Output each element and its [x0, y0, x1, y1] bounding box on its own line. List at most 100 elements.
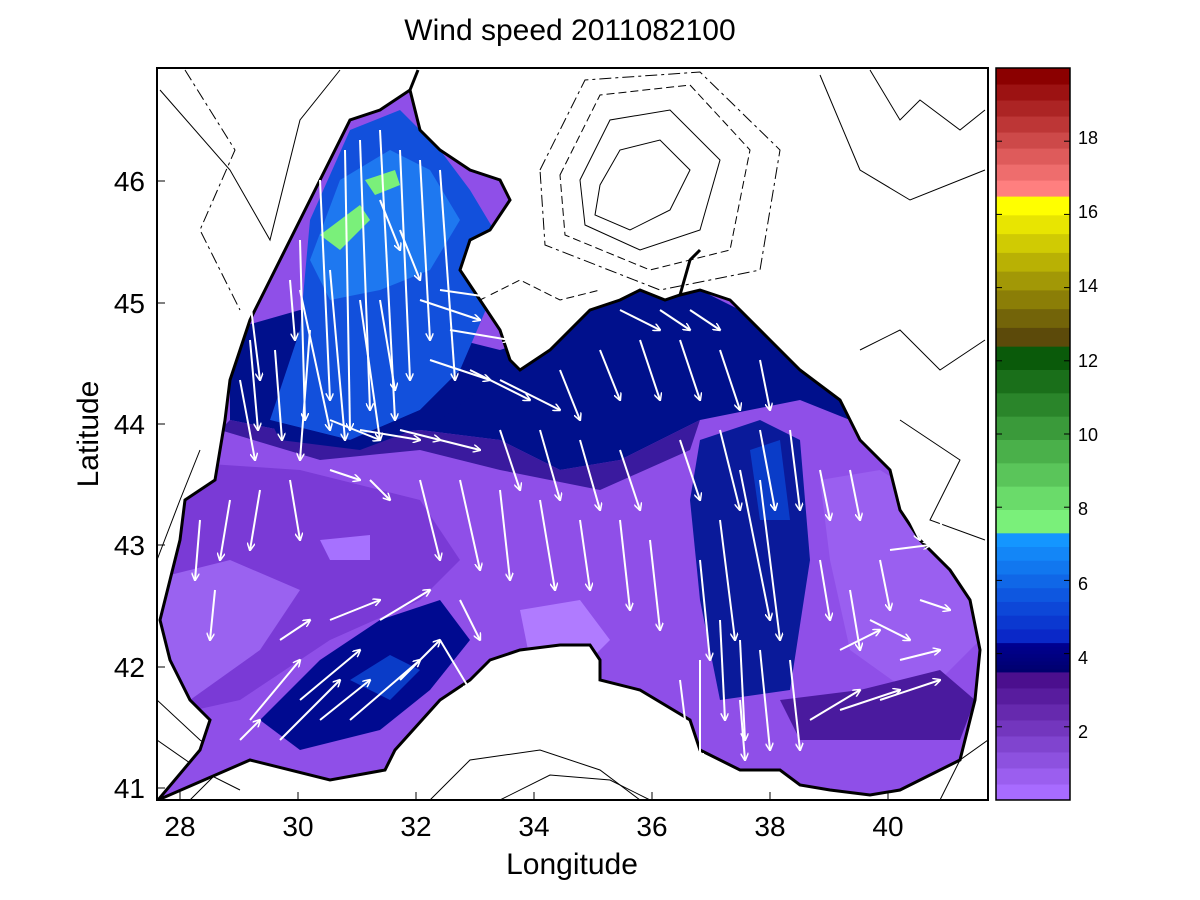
wind-vector-arrow — [849, 589, 860, 650]
wind-vector-arrow — [279, 680, 340, 741]
x-tick-label: 38 — [754, 811, 785, 842]
colorbar-band — [996, 660, 1070, 666]
colorbar-band — [996, 289, 1070, 310]
contour-line — [559, 84, 751, 271]
contour-line — [869, 69, 986, 131]
colorbar-band — [996, 214, 1070, 235]
wind-vector-arrow — [379, 299, 395, 390]
colorbar-band — [996, 180, 1070, 197]
wind-vector-arrow — [939, 519, 950, 560]
wind-vector-arrow — [429, 359, 490, 380]
colorbar-band — [996, 642, 1070, 647]
wind-vector-arrow — [195, 519, 201, 580]
wind-vector-arrow — [289, 479, 300, 540]
wind-vector-arrow — [659, 719, 670, 780]
fill-level-southeast-dark — [780, 670, 975, 740]
contour-line — [429, 749, 641, 800]
colorbar — [996, 68, 1070, 801]
wind-vector-arrow — [679, 339, 700, 400]
colorbar-band — [996, 392, 1070, 417]
y-tick-label: 41 — [114, 773, 145, 804]
wind-vector-arrow — [789, 659, 800, 750]
wind-vector-arrow — [329, 269, 345, 440]
wind-vector-arrow — [274, 349, 282, 440]
wind-vector-arrow — [439, 439, 480, 450]
contour-line — [899, 419, 986, 541]
wind-vector-arrow — [439, 289, 510, 300]
x-ticks: 28 30 32 34 36 38 40 — [164, 792, 904, 842]
wind-vector-arrow — [899, 650, 940, 661]
wind-vector-arrow — [250, 489, 261, 550]
colorbar-band — [996, 653, 1070, 658]
wind-vector-arrow — [869, 619, 910, 640]
wind-vector-arrow — [299, 239, 305, 420]
colorbar-band — [996, 116, 1070, 133]
wind-vector-arrow — [319, 680, 370, 721]
fill-level-central-light — [320, 535, 370, 560]
wind-vector-arrow — [579, 519, 590, 590]
wind-vector-arrow — [469, 369, 530, 400]
wind-vector-arrow — [220, 499, 231, 560]
colorbar-band — [996, 615, 1070, 630]
map-axes — [157, 68, 988, 800]
colorbar-band — [996, 196, 1070, 216]
x-tick-label: 34 — [518, 811, 549, 842]
wind-vector-arrow — [279, 620, 310, 641]
colorbar-band — [996, 271, 1070, 291]
contour-line — [157, 449, 201, 561]
wind-vector-arrow — [379, 199, 400, 250]
wind-vector-arrow — [919, 599, 950, 610]
wind-vector-arrow — [319, 179, 330, 400]
y-tick-label: 42 — [114, 652, 145, 683]
colorbar-band — [996, 649, 1070, 655]
fill-level-central-dark — [220, 420, 700, 490]
wind-vector-arrow — [899, 499, 920, 540]
wind-vector-arrow — [539, 429, 560, 500]
wind-vector-arrow — [289, 279, 295, 340]
wind-vector-arrow — [329, 469, 360, 480]
x-tick-label: 32 — [400, 811, 431, 842]
coastline — [157, 87, 982, 800]
wind-vector-arrow — [619, 519, 630, 610]
colorbar-band — [996, 703, 1070, 721]
colorbar-band — [996, 664, 1070, 669]
wind-vector-arrow — [299, 650, 360, 701]
wind-vector-arrow — [299, 289, 330, 430]
colorbar-band — [996, 233, 1070, 253]
wind-vector-arrow — [879, 559, 890, 610]
wind-vector-arrow — [739, 699, 745, 760]
contour-line — [594, 139, 691, 231]
wind-vector-arrow — [599, 349, 620, 400]
colorbar-band — [996, 657, 1070, 662]
wind-vector-arrow — [809, 690, 860, 721]
wind-vector-arrow — [639, 339, 660, 400]
wind-vector-arrow — [329, 419, 380, 440]
wind-vector-arrow — [659, 309, 690, 330]
wind-vector-arrow — [879, 680, 940, 701]
wind-vector-arrow — [249, 299, 260, 380]
wind-vector-arrow — [699, 559, 710, 660]
colorbar-band — [996, 416, 1070, 440]
wind-vector-arrow — [419, 299, 480, 320]
colorbar-ticks: 2 4 6 8 10 12 14 16 18 — [1078, 128, 1098, 742]
fill-level-northwest-max — [320, 170, 400, 250]
wind-vector-arrow — [449, 329, 510, 340]
wind-vector-arrow — [369, 479, 390, 500]
colorbar-band — [996, 369, 1070, 394]
colorbar-band — [996, 532, 1070, 548]
wind-vector-arrow — [239, 379, 255, 460]
wind-vector-arrow — [249, 339, 258, 430]
wind-vector-arrow — [619, 719, 630, 770]
colorbar-band — [996, 546, 1070, 561]
colorbar-band — [996, 509, 1070, 534]
wind-vector-arrow — [419, 159, 430, 340]
wind-vector-arrow — [679, 679, 690, 760]
colorbar-band — [996, 628, 1070, 644]
wind-vector-arrow — [399, 149, 410, 380]
contour-line — [539, 71, 781, 291]
wind-vector-arrow — [759, 649, 770, 750]
colorbar-tick-label: 12 — [1078, 351, 1098, 371]
wind-vector-arrow — [689, 309, 720, 330]
y-tick-label: 43 — [114, 530, 145, 561]
